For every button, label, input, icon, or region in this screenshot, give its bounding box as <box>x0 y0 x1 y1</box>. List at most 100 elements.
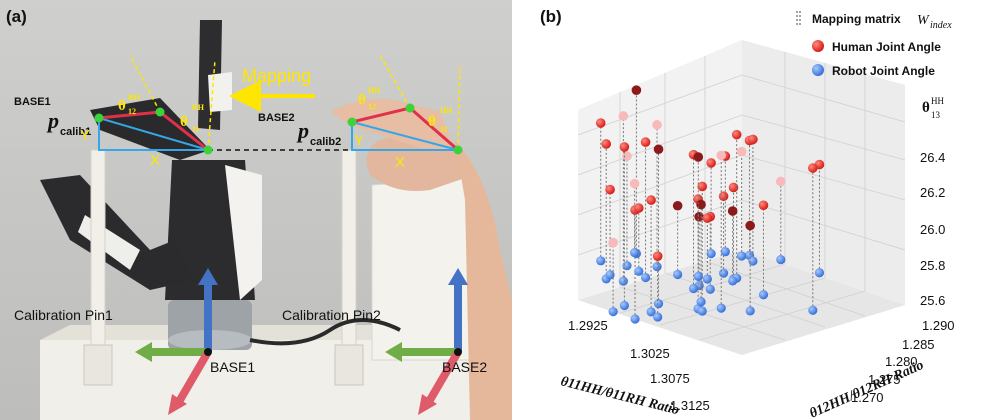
angle-guide-1 <box>129 54 161 113</box>
x-label-2: X <box>395 154 405 171</box>
human-joint-point <box>706 158 716 168</box>
human-joint-point <box>696 199 706 210</box>
base1-z-arrowhead <box>198 268 218 285</box>
theta-rh-12: θ <box>118 98 126 114</box>
base1-bottom-label: BASE1 <box>210 359 255 375</box>
panel-a-label: (a) <box>6 7 27 26</box>
human-joint-point <box>633 203 644 213</box>
robot-joint-point <box>776 254 786 265</box>
robot-joint-point <box>630 314 640 324</box>
z-tick: 25.6 <box>920 293 945 308</box>
robot-finger-low <box>40 175 195 290</box>
legend-mapping-subscript: index <box>930 20 952 31</box>
robot-joint-point <box>808 305 818 315</box>
joint-point <box>453 145 463 155</box>
robot-joint-point <box>814 268 825 278</box>
human-joint-point <box>622 151 632 161</box>
robot-joint-point <box>718 268 729 278</box>
x-tick: 1.2925 <box>568 318 608 333</box>
robot-joint-point <box>696 297 706 307</box>
human-joint-point <box>672 200 683 211</box>
base1-y-arrowhead <box>135 342 152 362</box>
robot-joint-point <box>705 284 715 294</box>
z-axis-title-sub: 13 <box>931 110 941 120</box>
y-tick: 1.285 <box>902 337 935 352</box>
base2-bottom-label: BASE2 <box>442 359 487 375</box>
robot-joint-point <box>702 274 712 284</box>
p-calib1-subscript: calib1 <box>60 126 91 138</box>
robot-joint-point <box>653 312 663 322</box>
y-tick: 1.270 <box>851 390 884 405</box>
robot-joint-point <box>640 272 651 283</box>
theta-hh-12-sub: 12 <box>368 102 376 111</box>
panel-b-label: (b) <box>540 7 562 26</box>
human-finger <box>330 98 455 150</box>
robot-joint-point <box>688 283 699 294</box>
human-joint-point <box>728 182 739 193</box>
z-tick: 25.8 <box>920 258 945 273</box>
human-joint-point <box>601 139 611 149</box>
theta-rh-12-sub: 12 <box>128 107 136 116</box>
robot-joint-point <box>758 290 769 300</box>
human-joint-point <box>619 142 630 152</box>
human-joint-point <box>652 251 663 261</box>
base2-z-arrowhead <box>448 268 468 285</box>
robot-joint-point <box>737 251 747 261</box>
theta-rh-11-sup: RH <box>192 103 205 112</box>
theta-rh-11-sub: 11 <box>192 125 200 134</box>
panel-b: (b) <box>540 7 955 420</box>
human-arm <box>455 140 512 420</box>
human-joint-point <box>697 181 708 192</box>
p-calib2-subscript: calib2 <box>310 136 341 148</box>
pane-floor <box>578 250 905 355</box>
robot-joint-point <box>630 248 640 258</box>
robot-joint-point <box>728 276 738 286</box>
base1-x-arrowhead <box>168 394 187 415</box>
calibration-pin2-base <box>334 344 364 386</box>
z-tick: 26.2 <box>920 185 945 200</box>
legend-robot-label: Robot Joint Angle <box>832 64 935 78</box>
legend-robot-marker <box>812 64 824 76</box>
angle-guide-2 <box>207 59 216 151</box>
human-joint-point <box>727 206 738 216</box>
robot-joint-point <box>652 261 662 272</box>
z-axis-title-sup: HH <box>931 96 944 106</box>
human-joint-point <box>758 200 769 211</box>
x-label-1: X <box>150 152 160 169</box>
robot-joint-point <box>622 261 632 271</box>
pane-right <box>742 40 905 305</box>
robot-joint-point <box>605 270 615 280</box>
robot-joint-point <box>596 256 606 266</box>
cable <box>249 318 401 346</box>
legend-mapping-label: Mapping matrix <box>812 12 901 26</box>
robot-joint-point <box>646 307 656 317</box>
human-joint-point <box>808 163 818 173</box>
robot-joint-point <box>706 249 716 259</box>
calibration-pin2-label: Calibration Pin2 <box>282 307 381 323</box>
human-joint-point <box>736 146 747 157</box>
robot-joint-point <box>619 300 629 311</box>
legend-human-label: Human Joint Angle <box>832 40 941 54</box>
robot-joint-point <box>693 271 703 282</box>
z-tick: 26.0 <box>920 222 945 237</box>
theta-rh-11: θ <box>180 114 188 130</box>
calibration-pin1-base <box>83 344 113 386</box>
human-joint-point <box>646 195 656 205</box>
pane-left <box>578 40 742 300</box>
human-joint-point <box>718 191 729 202</box>
human-joint-point <box>693 152 704 162</box>
robot-joint-point <box>634 266 644 276</box>
calibration-pin1-label: Calibration Pin1 <box>14 307 113 323</box>
joint-point <box>155 107 165 117</box>
joint-point <box>405 103 415 113</box>
human-joint-point <box>716 150 727 161</box>
base2-y-arrowhead <box>385 342 402 362</box>
robot-joint-point <box>653 299 664 309</box>
base2-origin <box>454 348 462 356</box>
x-tick: 1.3125 <box>670 398 710 413</box>
robot-finger-up-shell <box>208 72 232 112</box>
human-joint-point <box>731 129 742 140</box>
base2-x-arrowhead <box>418 394 437 415</box>
triangle-left <box>98 116 209 151</box>
